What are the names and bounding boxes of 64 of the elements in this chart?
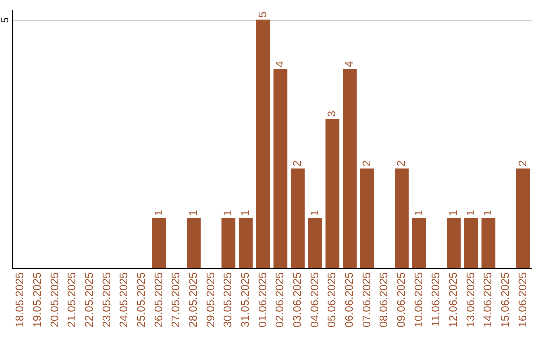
x-tick-label: 07.06.2025 [361,272,374,328]
x-tick-label: 16.06.2025 [517,272,530,328]
data-label: 2 [361,160,374,167]
x-tick-label: 18.05.2025 [14,272,27,328]
x-tick-label: 01.06.2025 [257,272,270,328]
data-label: 1 [482,210,495,216]
bar [222,218,236,268]
x-tick-label: 05.06.2025 [326,272,339,328]
x-tick-label: 19.05.2025 [32,272,44,328]
x-tick-label: 31.05.2025 [240,272,252,328]
x-tick-label: 23.05.2025 [101,272,114,328]
x-tick-label: 28.05.2025 [188,272,200,328]
x-tick-label: 14.06.2025 [482,272,495,328]
data-label: 1 [448,210,460,216]
x-tick-label: 27.05.2025 [170,272,183,328]
bar [187,218,201,268]
x-tick-label: 11.06.2025 [430,272,443,327]
data-label: 1 [309,210,322,216]
x-tick-label: 04.06.2025 [309,272,322,328]
x-tick-label: 09.06.2025 [396,272,408,328]
data-label: 2 [396,160,408,167]
bar [239,218,253,268]
bar [343,70,357,268]
bar [464,218,478,268]
data-label: 4 [344,61,356,68]
x-tick-label: 26.05.2025 [153,272,166,328]
bar [274,70,288,268]
data-label: 4 [274,61,287,68]
bar [291,168,305,268]
data-label: 1 [188,210,200,216]
bar [256,20,270,268]
bar [360,168,374,268]
x-tick-label: 21.05.2025 [66,272,79,328]
bar [395,168,409,268]
x-tick-label: 03.06.2025 [292,272,304,328]
data-label: 1 [153,210,166,216]
data-label: 1 [240,210,252,216]
x-tick-label: 12.06.2025 [448,272,460,328]
x-tick-label: 06.06.2025 [344,272,356,328]
x-tick-label: 13.06.2025 [465,272,478,328]
data-label: 1 [413,210,426,216]
bar [308,218,322,268]
x-tick-label: 15.06.2025 [500,272,512,328]
x-tick-label: 25.05.2025 [136,272,148,328]
x-tick-label: 02.06.2025 [274,272,287,328]
data-label: 5 [257,12,270,18]
data-label: 3 [326,111,339,118]
bar [326,119,340,268]
x-tick-label: 20.05.2025 [49,272,62,328]
x-tick-label: 29.05.2025 [205,272,218,328]
bar [412,218,426,268]
x-tick-label: 10.06.2025 [413,272,426,328]
data-label: 2 [517,160,530,167]
data-label: 1 [222,210,235,216]
bar [482,218,496,268]
bar [516,168,530,268]
x-tick-label: 24.05.2025 [118,272,131,328]
data-label: 1 [465,210,478,216]
data-label: 2 [292,160,304,167]
bar [447,218,461,268]
x-tick-label: 08.06.2025 [378,272,391,328]
bar [152,218,166,268]
x-tick-label: 30.05.2025 [222,272,235,328]
x-tick-label: 22.05.2025 [84,272,96,328]
